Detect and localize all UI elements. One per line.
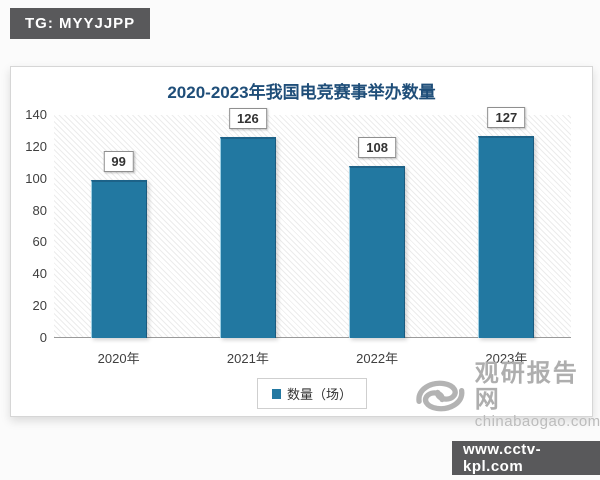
chinabaogao-swirl-logo-icon: [416, 380, 465, 411]
y-axis-tick-label: 80: [32, 202, 47, 218]
bar: [219, 137, 276, 338]
legend: 数量（场）: [256, 378, 368, 409]
x-axis-label: 2021年: [226, 351, 269, 366]
bar: [90, 180, 147, 338]
source-watermark: 观研报告网 chinabaogao.com: [412, 361, 600, 430]
y-axis-tick-label: 40: [32, 266, 47, 282]
x-axis-label: 2022年: [356, 351, 399, 366]
bar-value-label: 127: [487, 106, 526, 128]
bar-value-label: 99: [103, 151, 134, 173]
bar-value-label: 108: [358, 136, 396, 158]
legend-swatch-icon: [271, 388, 281, 399]
bar: [478, 135, 535, 338]
site-url-badge: www.cctv-kpl.com: [452, 441, 600, 475]
y-axis-tick-label: 0: [39, 330, 47, 345]
watermark-text: 观研报告网 chinabaogao.com: [474, 360, 600, 431]
x-axis-label: 2020年: [97, 351, 140, 366]
y-axis-tick-label: 100: [25, 170, 47, 186]
telegram-tag-badge: TG: MYYJJPP: [10, 8, 151, 39]
y-axis-tick-label: 20: [32, 298, 47, 314]
y-axis-tick-label: 120: [25, 138, 47, 154]
bar: [349, 165, 406, 338]
watermark-brand: 观研报告网: [474, 360, 579, 413]
x-axis-label: 2023年: [485, 351, 528, 366]
y-axis-tick-label: 60: [32, 234, 47, 250]
bar-value-label: 126: [229, 108, 267, 130]
chart-title: 2020-2023年我国电竞赛事举办数量: [167, 83, 436, 102]
y-axis-tick-label: 140: [25, 107, 47, 122]
legend-label: 数量（场）: [286, 387, 353, 402]
watermark-domain: chinabaogao.com: [474, 413, 600, 430]
chart-card: 2020-2023年我国电竞赛事举办数量 0 20 40 60 80 100 120 140 …: [10, 66, 593, 417]
